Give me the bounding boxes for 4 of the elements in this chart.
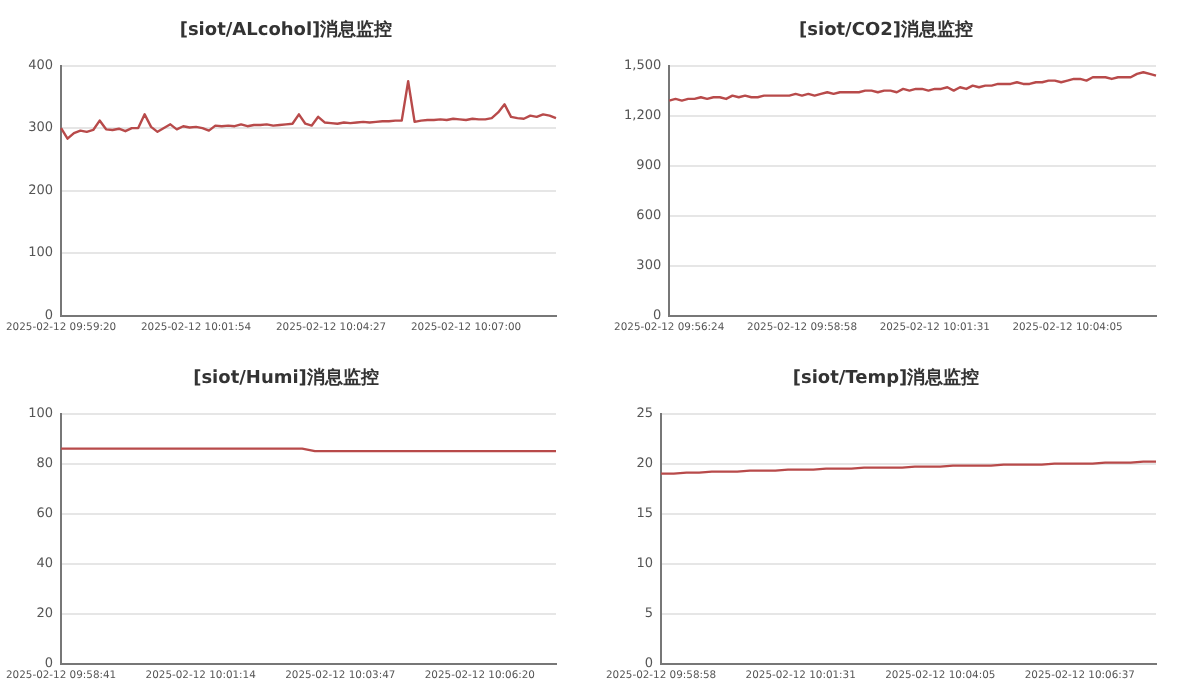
chart-title: [siot/Humi]消息监控 (193, 367, 379, 390)
chart-title: [siot/ALcohol]消息监控 (179, 19, 393, 42)
chart-title: [siot/CO2]消息监控 (799, 19, 973, 42)
chart-title: [siot/Temp]消息监控 (792, 367, 980, 390)
